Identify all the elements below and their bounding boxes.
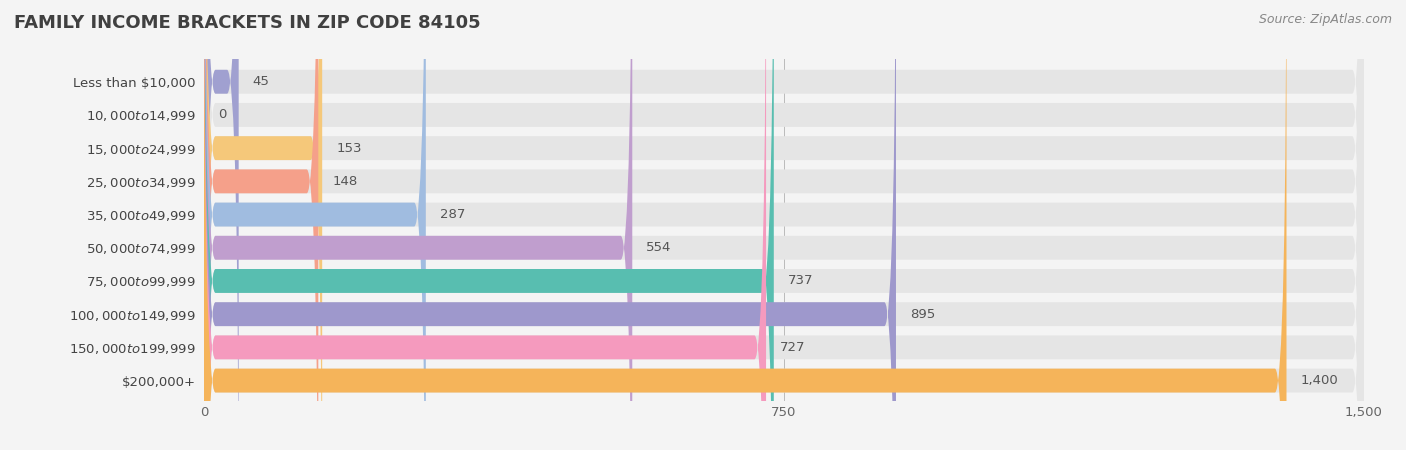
FancyBboxPatch shape [204,0,1364,450]
Text: FAMILY INCOME BRACKETS IN ZIP CODE 84105: FAMILY INCOME BRACKETS IN ZIP CODE 84105 [14,14,481,32]
Text: 1,400: 1,400 [1301,374,1339,387]
FancyBboxPatch shape [204,0,322,450]
Text: 895: 895 [910,308,935,321]
FancyBboxPatch shape [204,0,1364,450]
Text: 727: 727 [780,341,806,354]
Text: 0: 0 [218,108,226,122]
FancyBboxPatch shape [204,0,426,450]
FancyBboxPatch shape [204,0,1364,450]
FancyBboxPatch shape [204,0,1364,450]
Text: 737: 737 [787,274,813,288]
FancyBboxPatch shape [204,0,1364,450]
FancyBboxPatch shape [204,0,1364,450]
FancyBboxPatch shape [204,0,318,450]
FancyBboxPatch shape [204,0,1286,450]
Text: 153: 153 [336,142,361,155]
FancyBboxPatch shape [204,0,1364,450]
Text: 287: 287 [440,208,465,221]
Text: Source: ZipAtlas.com: Source: ZipAtlas.com [1258,14,1392,27]
Text: 45: 45 [253,75,270,88]
FancyBboxPatch shape [204,0,1364,450]
FancyBboxPatch shape [204,0,633,450]
FancyBboxPatch shape [204,0,766,450]
FancyBboxPatch shape [204,0,1364,450]
Text: 554: 554 [647,241,672,254]
FancyBboxPatch shape [204,0,1364,450]
FancyBboxPatch shape [204,0,896,450]
Text: 148: 148 [332,175,357,188]
FancyBboxPatch shape [204,0,239,450]
FancyBboxPatch shape [204,0,773,450]
